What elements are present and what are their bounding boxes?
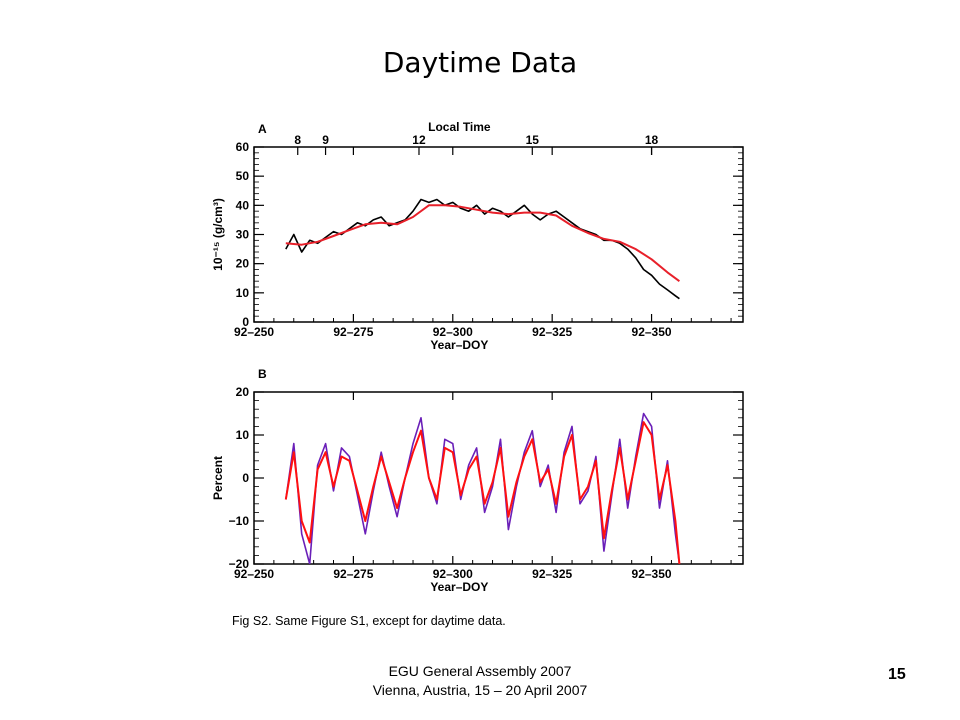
top-axis-label: Local Time [428, 120, 491, 134]
top-tick-label: 12 [412, 133, 426, 147]
footer-venue: Vienna, Austria, 15 – 20 April 2007 [372, 682, 588, 698]
y-tick-label: 20 [236, 385, 250, 399]
series-line [285, 198, 680, 300]
panel-label: B [258, 367, 267, 381]
y-axis-label: Percent [211, 456, 225, 500]
x-tick-label: 92–300 [433, 567, 473, 581]
panel-label: A [258, 122, 267, 136]
y-tick-label: 10 [236, 428, 250, 442]
y-tick-label: 50 [236, 169, 250, 183]
y-tick-label: −20 [229, 557, 250, 571]
y-tick-label: 40 [236, 198, 250, 212]
top-tick-label: 9 [322, 133, 329, 147]
y-tick-label: 10 [236, 286, 250, 300]
x-tick-label: 92–325 [532, 567, 572, 581]
series-line [284, 421, 681, 564]
series-line [285, 204, 680, 283]
x-tick-label: 92–275 [333, 567, 373, 581]
panel-a-chart: 92–250 92–275 92–300 92–325 92–350 0 10 20 30 40 5… [211, 120, 744, 352]
plot-frame [253, 146, 744, 323]
y-tick-label: 60 [236, 140, 250, 154]
x-tick-label: 92–250 [234, 567, 274, 581]
panel-b-chart: 92–250 92–275 92–300 92–325 92–350 −20 −10 0 10 2… [211, 367, 744, 594]
y-tick-label: 20 [236, 257, 250, 271]
footer-event: EGU General Assembly 2007 [388, 663, 572, 679]
page-number: 15 [888, 666, 906, 683]
y-tick-label: 0 [242, 471, 249, 485]
x-tick-label: 92–325 [532, 325, 572, 339]
x-axis-label: Year–DOY [430, 580, 488, 594]
slide-title: Daytime Data [382, 46, 578, 79]
x-tick-label: 92–350 [632, 567, 672, 581]
x-tick-label: 92–275 [333, 325, 373, 339]
figure-caption: Fig S2. Same Figure S1, except for dayti… [232, 614, 506, 628]
y-tick-label: 0 [242, 315, 249, 329]
x-tick-label: 92–300 [433, 325, 473, 339]
x-axis-label: Year–DOY [430, 338, 488, 352]
y-axis-label: 10⁻¹⁵ (g/cm³) [211, 198, 225, 271]
y-tick-label: 30 [236, 228, 250, 242]
y-tick-label: −10 [229, 514, 250, 528]
top-tick-label: 15 [526, 133, 540, 147]
top-tick-label: 8 [294, 133, 301, 147]
top-tick-label: 18 [645, 133, 659, 147]
footer: EGU General Assembly 2007 Vienna, Austri… [300, 662, 660, 700]
x-tick-label: 92–250 [234, 325, 274, 339]
x-tick-label: 92–350 [632, 325, 672, 339]
